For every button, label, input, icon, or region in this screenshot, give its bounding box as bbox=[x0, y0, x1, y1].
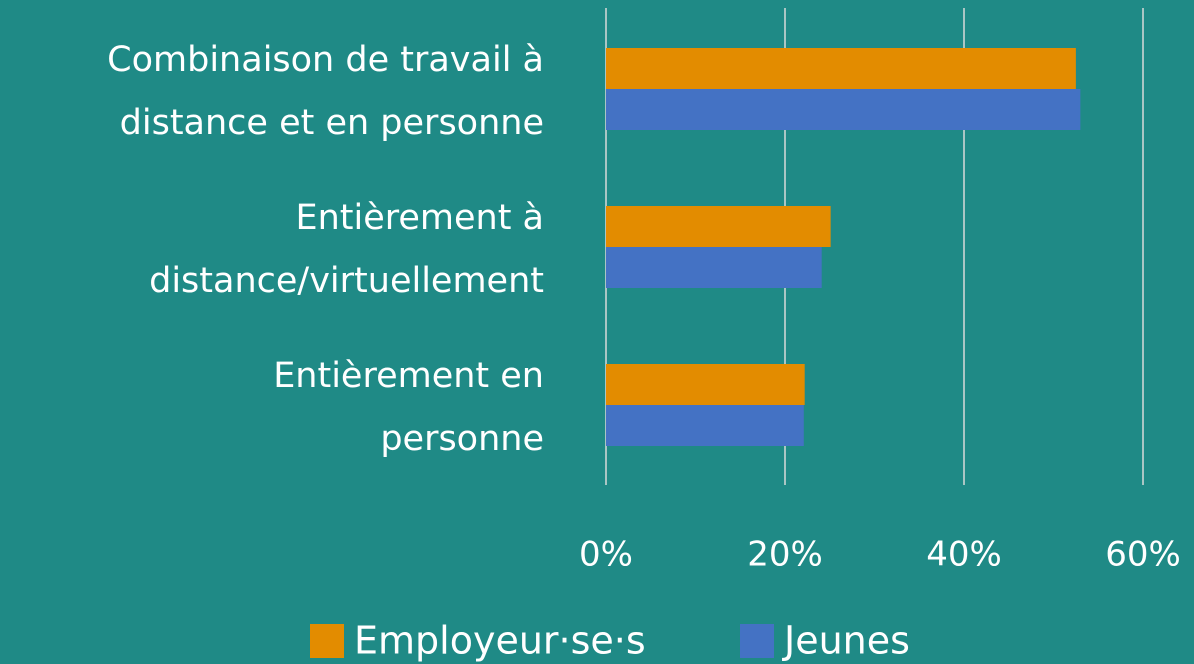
bar bbox=[606, 247, 822, 288]
legend-label: Jeunes bbox=[782, 619, 910, 663]
x-tick-label: 40% bbox=[926, 535, 1002, 575]
x-tick-label: 60% bbox=[1105, 535, 1181, 575]
legend-swatch bbox=[740, 624, 774, 658]
category-label: Combinaison de travail à distance et en … bbox=[107, 40, 544, 143]
bar bbox=[606, 364, 805, 405]
legend-swatch bbox=[310, 624, 344, 658]
category-label: Entièrement en personne bbox=[273, 356, 544, 459]
bar bbox=[606, 206, 831, 247]
bar bbox=[606, 89, 1081, 130]
bar bbox=[606, 405, 804, 446]
x-tick-label: 20% bbox=[747, 535, 823, 575]
category-label: Entièrement à distance/virtuellement bbox=[149, 198, 544, 301]
bar bbox=[606, 48, 1076, 89]
x-tick-label: 0% bbox=[579, 535, 633, 575]
legend-label: Employeur·se·s bbox=[354, 619, 646, 663]
